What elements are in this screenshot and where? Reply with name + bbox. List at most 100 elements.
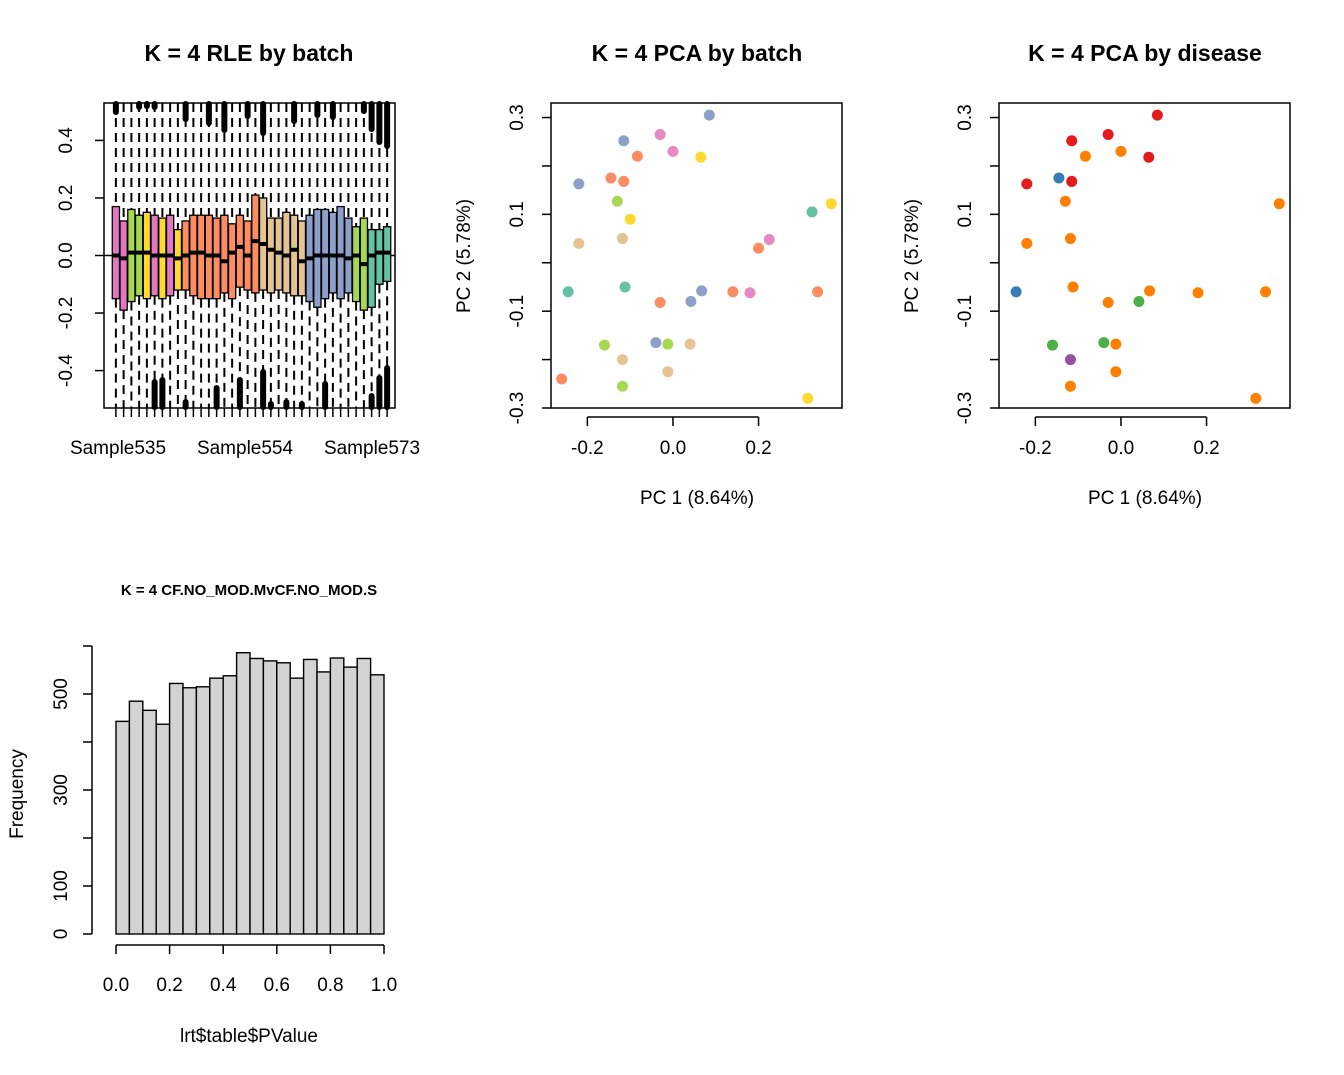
pca-ytick-label: -0.1: [507, 295, 528, 328]
pca-point: [618, 135, 630, 147]
pca-point: [1133, 295, 1145, 307]
pca-point: [667, 145, 679, 157]
pca-point: [1250, 392, 1262, 404]
pca-point: [619, 281, 631, 293]
histogram-bar: [209, 677, 224, 935]
pca-disease-points: [1010, 109, 1285, 404]
pca-point: [1064, 233, 1076, 245]
pca-batch-xlabel: PC 1 (8.64%): [640, 488, 754, 509]
pca-point: [1046, 339, 1058, 351]
pca-point: [556, 373, 568, 385]
rle-title: K = 4 RLE by batch: [145, 40, 354, 66]
pca-point: [1079, 150, 1091, 162]
pca-xtick-label: 0.2: [1193, 438, 1219, 459]
pca-ytick-label: 0.1: [507, 201, 528, 227]
histogram-bar: [195, 686, 211, 935]
rle-box: [134, 214, 144, 297]
pca-batch-points: [556, 109, 837, 404]
pca-point: [812, 286, 824, 298]
pca-point: [1064, 380, 1076, 392]
histogram-bar: [276, 662, 291, 935]
pca-disease-panel: K = 4 PCA by disease -0.2 0.0 0.2 -0.3 -0.1 0…: [902, 40, 1291, 509]
rle-ytick-label: -0.4: [56, 354, 77, 387]
histogram-bar: [302, 658, 318, 935]
rle-box: [212, 217, 221, 300]
rle-box: [251, 194, 260, 294]
rle-box: [289, 214, 299, 297]
histogram-bar: [369, 674, 385, 935]
histogram-bar: [356, 657, 372, 935]
pca-disease-title: K = 4 PCA by disease: [1028, 40, 1262, 66]
histogram-bar: [316, 671, 332, 935]
rle-box: [375, 228, 384, 285]
rle-ytick-label: 0.2: [56, 185, 77, 211]
rle-box: [189, 214, 198, 297]
pca-point: [618, 175, 630, 187]
rle-box: [367, 228, 376, 308]
rle-box: [127, 208, 136, 303]
rle-ytick-label: 0.4: [56, 127, 77, 154]
pca-ytick-label: -0.3: [955, 392, 976, 425]
histogram-ytick-label: 0: [51, 929, 72, 940]
pca-point: [806, 206, 818, 218]
pca-point: [685, 295, 697, 307]
rle-ytick-label: 0.0: [56, 242, 77, 268]
pca-point: [695, 151, 707, 163]
rle-boxes: [104, 101, 395, 410]
rle-xtick-label: Sample535: [70, 438, 166, 459]
histogram-bar: [115, 720, 131, 935]
histogram-bars: [115, 652, 385, 935]
rle-xtick-label: Sample554: [197, 438, 294, 459]
rle-box: [336, 205, 345, 300]
pca-point: [1021, 237, 1033, 249]
pca-point: [1115, 145, 1127, 157]
pca-point: [654, 296, 666, 308]
pca-batch-title: K = 4 PCA by batch: [592, 40, 803, 66]
pca-disease-ylabel: PC 2 (5.78%): [902, 199, 923, 313]
pca-xtick-label: 0.2: [745, 438, 771, 459]
pca-point: [763, 234, 775, 246]
pca-point: [1021, 178, 1033, 190]
pca-disease-axes: -0.2 0.0 0.2 -0.3 -0.1 0.1 0.3: [955, 104, 1220, 459]
histogram-xtick-label: 0.8: [317, 975, 343, 996]
pca-point: [1066, 135, 1078, 147]
rle-box: [266, 217, 276, 294]
pca-batch-axes: -0.2 0.0 0.2 -0.3 -0.1 0.1 0.3: [507, 104, 772, 459]
histogram-ytick-label: 500: [51, 678, 72, 710]
pca-point: [605, 172, 617, 184]
pca-ytick-label: -0.3: [507, 392, 528, 425]
histogram-bar: [289, 677, 305, 935]
rle-ytick-label: -0.2: [56, 297, 77, 330]
pca-point: [1110, 338, 1122, 350]
histogram-bar: [235, 652, 251, 935]
pca-point: [825, 198, 837, 210]
rle-box: [119, 220, 128, 311]
pca-point: [1010, 286, 1022, 298]
histogram-title: K = 4 CF.NO_MOD.MvCF.NO_MOD.S: [121, 582, 377, 599]
histogram-xtick-label: 0.0: [103, 975, 129, 996]
histogram-xtick-label: 0.2: [156, 975, 182, 996]
rle-y-axis: -0.4 -0.2 0.0 0.2 0.4: [56, 127, 104, 387]
histogram-bar: [249, 657, 265, 935]
pca-xtick-label: -0.2: [1019, 438, 1052, 459]
pca-point: [1273, 198, 1285, 210]
histogram-xtick-label: 0.4: [210, 975, 237, 996]
pca-point: [1260, 286, 1272, 298]
pca-point: [696, 285, 708, 297]
pca-point: [1151, 109, 1163, 121]
pca-point: [744, 287, 756, 299]
histogram-bar: [182, 687, 198, 935]
pca-xtick-label: -0.2: [571, 438, 604, 459]
pca-point: [802, 392, 814, 404]
pca-point: [616, 354, 628, 366]
pca-point: [598, 339, 610, 351]
pca-point: [1144, 285, 1156, 297]
pca-ytick-label: 0.3: [955, 104, 976, 130]
pca-xtick-label: 0.0: [660, 438, 686, 459]
pca-point: [650, 337, 662, 349]
pca-point: [1067, 281, 1079, 293]
pca-xtick-label: 0.0: [1108, 438, 1134, 459]
pca-point: [1059, 195, 1071, 207]
pca-batch-panel: K = 4 PCA by batch -0.2 0.0 0.2 -0.3 -0.1 0.1…: [454, 40, 843, 509]
histogram-bar: [222, 675, 238, 935]
